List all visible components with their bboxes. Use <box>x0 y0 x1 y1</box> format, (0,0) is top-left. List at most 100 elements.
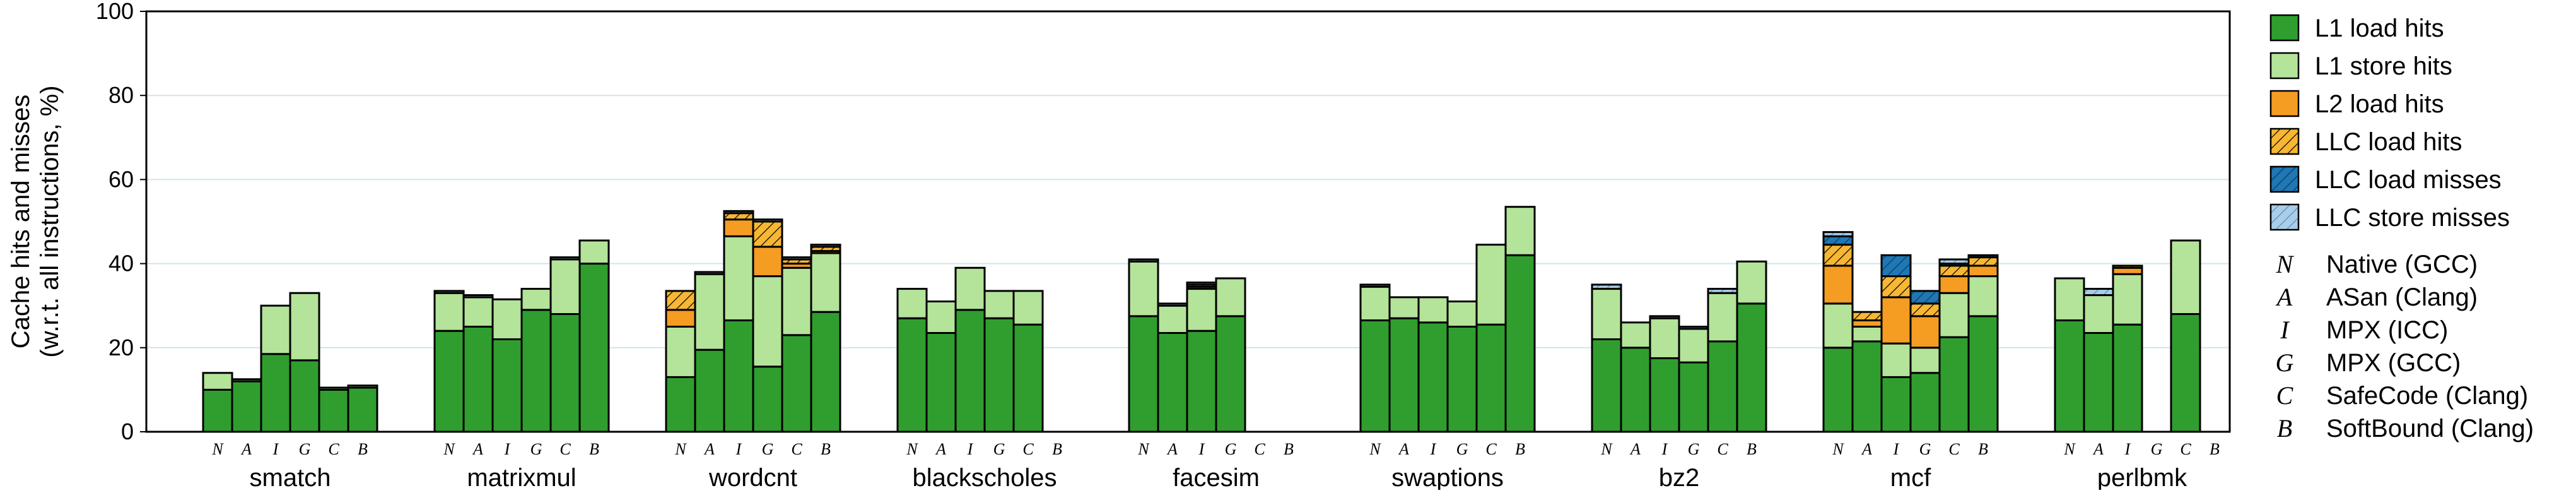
bar-segment-llc-load-hits <box>665 290 696 311</box>
y-tick-label: 100 <box>96 0 134 24</box>
bar-segment-l1-store-hits <box>954 266 986 311</box>
legend-variant-key: C <box>2276 381 2294 410</box>
legend-label: LLC load hits <box>2315 128 2462 156</box>
bar-segment-l1-store-hits <box>1909 347 1941 374</box>
bar-segment-l2-load-hits <box>1880 296 1912 345</box>
variant-tick-label: C <box>328 440 339 458</box>
variant-tick-label: B <box>589 440 599 458</box>
bar-segment-l2-load-hits <box>1967 264 1999 278</box>
variant-tick-label: N <box>211 440 224 458</box>
bar-segment-llc-store-misses <box>462 294 494 299</box>
bar-segment-l1-load-hits <box>1938 336 1970 433</box>
bar-segment-llc-store-misses <box>433 290 465 294</box>
bar-segment-l1-store-hits <box>1967 275 1999 318</box>
plot-frame <box>145 10 2231 433</box>
bar-segment-llc-store-misses <box>2083 288 2114 297</box>
bar-segment-llc-load-hits <box>1909 302 1941 318</box>
bar-segment-l1-store-hits <box>1475 244 1507 326</box>
bar-segment-l1-store-hits <box>1359 285 1391 322</box>
bar-segment-l1-store-hits <box>1157 304 1188 334</box>
bar-segment-l1-store-hits <box>2083 294 2114 334</box>
variant-tick-label: C <box>1948 440 1960 458</box>
legend-swatch-llc-load-hits <box>2269 128 2300 155</box>
variant-tick-label: B <box>1978 440 1988 458</box>
variant-tick-label: B <box>2210 440 2220 458</box>
bar-segment-llc-load-hits <box>1880 275 1912 299</box>
category-label: mcf <box>1890 464 1931 490</box>
bar-segment-llc-load-hits <box>1822 244 1854 267</box>
legend-variant-key: G <box>2276 348 2294 377</box>
legend-label: L1 load hits <box>2315 15 2444 42</box>
legend-variant-name: ASan (Clang) <box>2326 283 2478 311</box>
variant-tick-label: A <box>240 440 252 458</box>
variant-tick-label: B <box>1284 440 1294 458</box>
variant-tick-label: G <box>762 440 774 458</box>
variant-tick-label: G <box>299 440 311 458</box>
bar-segment-l1-load-hits <box>983 317 1015 433</box>
bar-segment-l1-load-hits <box>1707 340 1738 433</box>
variant-tick-label: I <box>272 440 279 458</box>
variant-tick-label: B <box>358 440 368 458</box>
bar-segment-l1-load-hits <box>1359 319 1391 433</box>
bar-segment-l1-store-hits <box>260 304 291 355</box>
variant-tick-label: A <box>1629 440 1641 458</box>
y-tick-label: 60 <box>108 166 134 192</box>
bar-segment-l1-store-hits <box>1215 277 1246 318</box>
bar-segment-l1-load-hits <box>1504 254 1536 433</box>
variant-tick-label: A <box>1166 440 1178 458</box>
bar-segment-l1-load-hits <box>1678 361 1709 433</box>
variant-tick-label: N <box>1600 440 1613 458</box>
variant-tick-label: C <box>1717 440 1728 458</box>
bar-segment-l1-store-hits <box>2170 239 2201 316</box>
bar-segment-llc-store-misses <box>1649 315 1680 319</box>
bar-segment-llc-store-misses <box>1186 282 1217 286</box>
variant-tick-label: A <box>703 440 715 458</box>
bar-segment-l1-store-hits <box>1678 328 1709 364</box>
bar-segment-llc-store-misses <box>694 271 725 275</box>
variant-tick-label: N <box>1369 440 1381 458</box>
bar-segment-llc-load-misses <box>1822 235 1854 246</box>
bar-segment-l1-store-hits <box>781 266 812 336</box>
bar-segment-l1-store-hits <box>231 378 262 383</box>
bar-segment-l2-load-hits <box>1822 264 1854 305</box>
variant-tick-label: G <box>1225 440 1237 458</box>
bar-segment-l1-store-hits <box>549 258 581 316</box>
variant-tick-label: C <box>1254 440 1265 458</box>
variant-tick-label: A <box>1861 440 1872 458</box>
legend-variant-name: MPX (ICC) <box>2326 316 2448 344</box>
bar-segment-llc-store-misses <box>1678 326 1709 330</box>
bar-segment-l1-load-hits <box>1446 326 1478 433</box>
bar-segment-llc-store-misses <box>810 244 841 248</box>
legend-label: L2 load hits <box>2315 90 2444 118</box>
legend-label: LLC load misses <box>2315 166 2502 194</box>
variant-tick-label: I <box>504 440 511 458</box>
y-axis-title: Cache hits and misses <box>7 95 35 348</box>
variant-tick-label: I <box>1430 440 1437 458</box>
bar-segment-l1-load-hits <box>231 380 262 433</box>
variant-tick-label: G <box>993 440 1005 458</box>
y-tick-label: 0 <box>121 419 134 444</box>
variant-tick-label: B <box>1747 440 1757 458</box>
bar-segment-llc-store-misses <box>1938 258 1970 265</box>
bar-segment-l1-store-hits <box>1620 321 1651 349</box>
bar-segment-l1-load-hits <box>665 376 696 433</box>
bar-segment-llc-store-misses <box>1707 288 1738 294</box>
bar-segment-l1-load-hits <box>2170 313 2201 433</box>
bar-segment-l1-load-hits <box>2112 323 2143 433</box>
bar-segment-llc-store-misses <box>1359 283 1391 288</box>
bar-segment-llc-load-hits <box>752 220 783 248</box>
bar-segment-l1-load-hits <box>723 319 754 433</box>
y-tick-label: 20 <box>108 335 134 360</box>
variant-tick-label: I <box>1893 440 1900 458</box>
bar-segment-llc-load-misses <box>1967 254 1999 259</box>
bar-segment-l1-store-hits <box>810 252 841 313</box>
bar-segment-l1-store-hits <box>347 384 378 389</box>
bar-segment-l1-load-hits <box>925 331 957 433</box>
bar-segment-l1-store-hits <box>578 239 610 265</box>
bar-segment-l1-load-hits <box>1620 347 1651 433</box>
variant-tick-label: C <box>1022 440 1034 458</box>
bar-segment-l1-load-hits <box>1417 321 1449 433</box>
legend-swatch-llc-store-misses <box>2269 203 2300 231</box>
variant-tick-label: B <box>1515 440 1525 458</box>
